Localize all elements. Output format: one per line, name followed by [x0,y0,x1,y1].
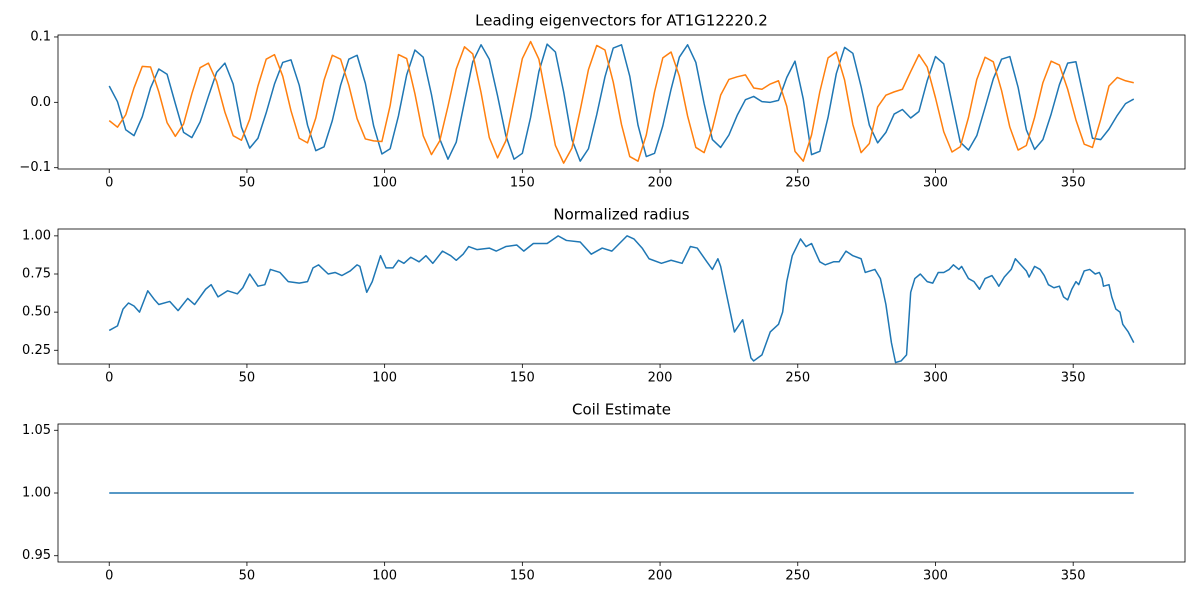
x-tick-label: 50 [239,176,256,191]
x-tick-label: 250 [785,176,810,191]
x-tick-label: 150 [510,569,535,584]
x-tick-label: 0 [105,176,113,191]
y-tick-label: 0.50 [22,305,51,320]
x-tick-label: 300 [923,569,948,584]
y-tick-label: 0.75 [22,267,51,282]
y-tick-label: 0.1 [30,29,51,44]
x-tick-label: 0 [105,371,113,386]
x-tick-label: 50 [239,371,256,386]
y-tick-label: 1.00 [22,228,51,243]
x-tick-label: 0 [105,569,113,584]
y-tick-label: 0.95 [22,548,51,563]
x-tick-label: 300 [923,176,948,191]
x-tick-label: 200 [648,176,673,191]
y-tick-label: −0.1 [19,160,51,175]
chart-title: Normalized radius [553,206,689,224]
x-tick-label: 50 [239,569,256,584]
data-line [108,40,1134,164]
y-tick-label: 0.0 [30,95,51,110]
x-tick-label: 200 [648,371,673,386]
x-tick-label: 250 [785,569,810,584]
y-tick-label: 1.05 [22,423,51,438]
data-line [108,235,1135,364]
x-tick-label: 250 [785,371,810,386]
chart-title: Leading eigenvectors for AT1G12220.2 [475,12,768,30]
x-tick-label: 350 [1061,371,1086,386]
x-tick-label: 100 [372,371,397,386]
axes-frame [57,228,1186,365]
x-tick-label: 350 [1061,176,1086,191]
x-tick-label: 150 [510,371,535,386]
data-line [108,43,1135,162]
chart-title: Coil Estimate [572,401,671,419]
x-tick-label: 100 [372,176,397,191]
y-tick-label: 1.00 [22,486,51,501]
x-tick-label: 150 [510,176,535,191]
x-tick-label: 100 [372,569,397,584]
x-tick-label: 200 [648,569,673,584]
x-tick-label: 350 [1061,569,1086,584]
x-tick-label: 300 [923,371,948,386]
axes-frame [57,34,1186,170]
y-tick-label: 0.25 [22,343,51,358]
